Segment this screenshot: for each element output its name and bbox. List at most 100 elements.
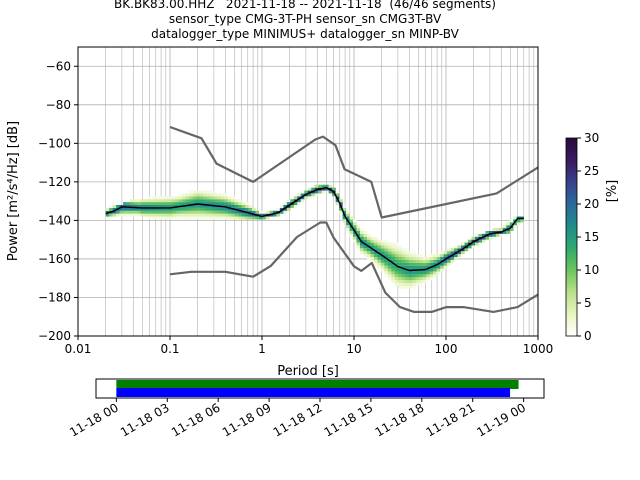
psd-cell: [394, 277, 399, 281]
psd-cell: [137, 202, 141, 205]
psd-cell: [412, 280, 416, 284]
psd-cell: [196, 204, 200, 208]
psd-cell: [513, 225, 517, 229]
psd-cell: [485, 230, 490, 234]
psd-cell: [304, 196, 308, 200]
psd-cell: [238, 216, 242, 220]
psd-cell: [182, 213, 187, 217]
psd-cell: [238, 204, 242, 208]
psd-cell: [224, 207, 228, 211]
psd-cell: [401, 259, 406, 263]
psd-cell: [481, 236, 486, 240]
psd-cell: [488, 230, 493, 234]
psd-cell: [422, 274, 427, 278]
psd-cell: [297, 196, 301, 200]
psd-cell: [220, 207, 225, 211]
psd-cell: [443, 259, 448, 263]
psd-cell: [398, 251, 403, 255]
psd-cell: [387, 262, 392, 266]
psd-cell: [140, 210, 145, 214]
psd-cell: [360, 230, 364, 234]
psd-cell: [164, 210, 169, 214]
psd-cell: [391, 268, 396, 272]
psd-cell: [130, 202, 134, 205]
psd-cell: [224, 193, 228, 197]
psd-cell: [474, 236, 479, 240]
psd-cell: [370, 236, 375, 240]
psd-cell: [175, 210, 180, 214]
psd-cell: [185, 216, 190, 220]
psd-cell: [433, 274, 437, 278]
psd-cell: [468, 239, 472, 243]
psd-cell: [213, 193, 218, 197]
psd-cell: [370, 254, 375, 258]
psd-cell: [377, 239, 382, 243]
x-tick-label: 1: [258, 342, 266, 356]
psd-cell: [213, 210, 218, 214]
psd-cell: [206, 199, 211, 203]
psd-cell: [471, 236, 476, 240]
psd-cell: [457, 248, 462, 252]
y-axis-label: Power [m²/s⁴/Hz] [dB]: [6, 121, 21, 261]
psd-cell: [199, 202, 204, 205]
psd-cell: [161, 210, 166, 214]
psd-cell: [293, 204, 298, 208]
psd-cell: [412, 285, 416, 289]
psd-cell: [116, 213, 120, 217]
psd-cell: [429, 271, 434, 275]
psd-cell: [203, 196, 207, 200]
psd-cell: [492, 228, 497, 231]
psd-cell: [481, 239, 486, 243]
psd-cell: [415, 257, 420, 260]
psd-cell: [363, 251, 368, 255]
nlnm-line: [169, 221, 539, 313]
psd-cell: [265, 210, 270, 214]
psd-cell: [137, 210, 141, 214]
psd-cell: [217, 193, 221, 197]
psd-cell: [123, 207, 127, 211]
psd-cell: [300, 196, 305, 200]
psd-cell: [199, 204, 204, 208]
psd-cell: [464, 239, 469, 243]
psd-cell: [377, 245, 382, 249]
psd-cell: [157, 202, 162, 205]
psd-cell: [415, 259, 420, 263]
psd-cell: [192, 216, 197, 220]
psd-cell: [342, 207, 347, 211]
psd-cell: [457, 245, 462, 249]
psd-cell: [300, 193, 305, 197]
psd-cell: [373, 259, 378, 263]
psd-cell: [408, 285, 413, 289]
psd-cell: [353, 239, 357, 243]
psd-cell: [380, 239, 385, 243]
psd-cell: [492, 230, 497, 234]
psd-cell: [349, 222, 354, 226]
psd-cell: [433, 262, 437, 266]
psd-cell: [342, 216, 347, 220]
psd-cell: [502, 228, 507, 231]
timeline-tick-label: 11-19 00: [474, 400, 528, 439]
psd-cell: [133, 204, 138, 208]
psd-cell: [474, 239, 479, 243]
psd-cell: [426, 259, 430, 263]
psd-cell: [468, 245, 472, 249]
psd-cell: [119, 210, 124, 214]
psd-cell: [405, 285, 409, 289]
psd-cell: [307, 193, 312, 197]
psd-cell: [192, 202, 197, 205]
psd-cell: [150, 196, 155, 200]
psd-cell: [112, 213, 117, 217]
psd-cell: [353, 222, 357, 226]
psd-cell: [231, 210, 235, 214]
psd-cell: [433, 254, 437, 258]
timeline-bar: [116, 388, 511, 397]
psd-cell: [130, 207, 134, 211]
psd-cell: [130, 213, 134, 217]
psd-cell: [140, 204, 145, 208]
psd-cell: [419, 277, 423, 281]
timeline-tick-label: 11-18 15: [322, 400, 376, 439]
psd-cell: [387, 248, 392, 252]
psd-cell: [426, 268, 430, 272]
psd-cell: [436, 257, 441, 260]
